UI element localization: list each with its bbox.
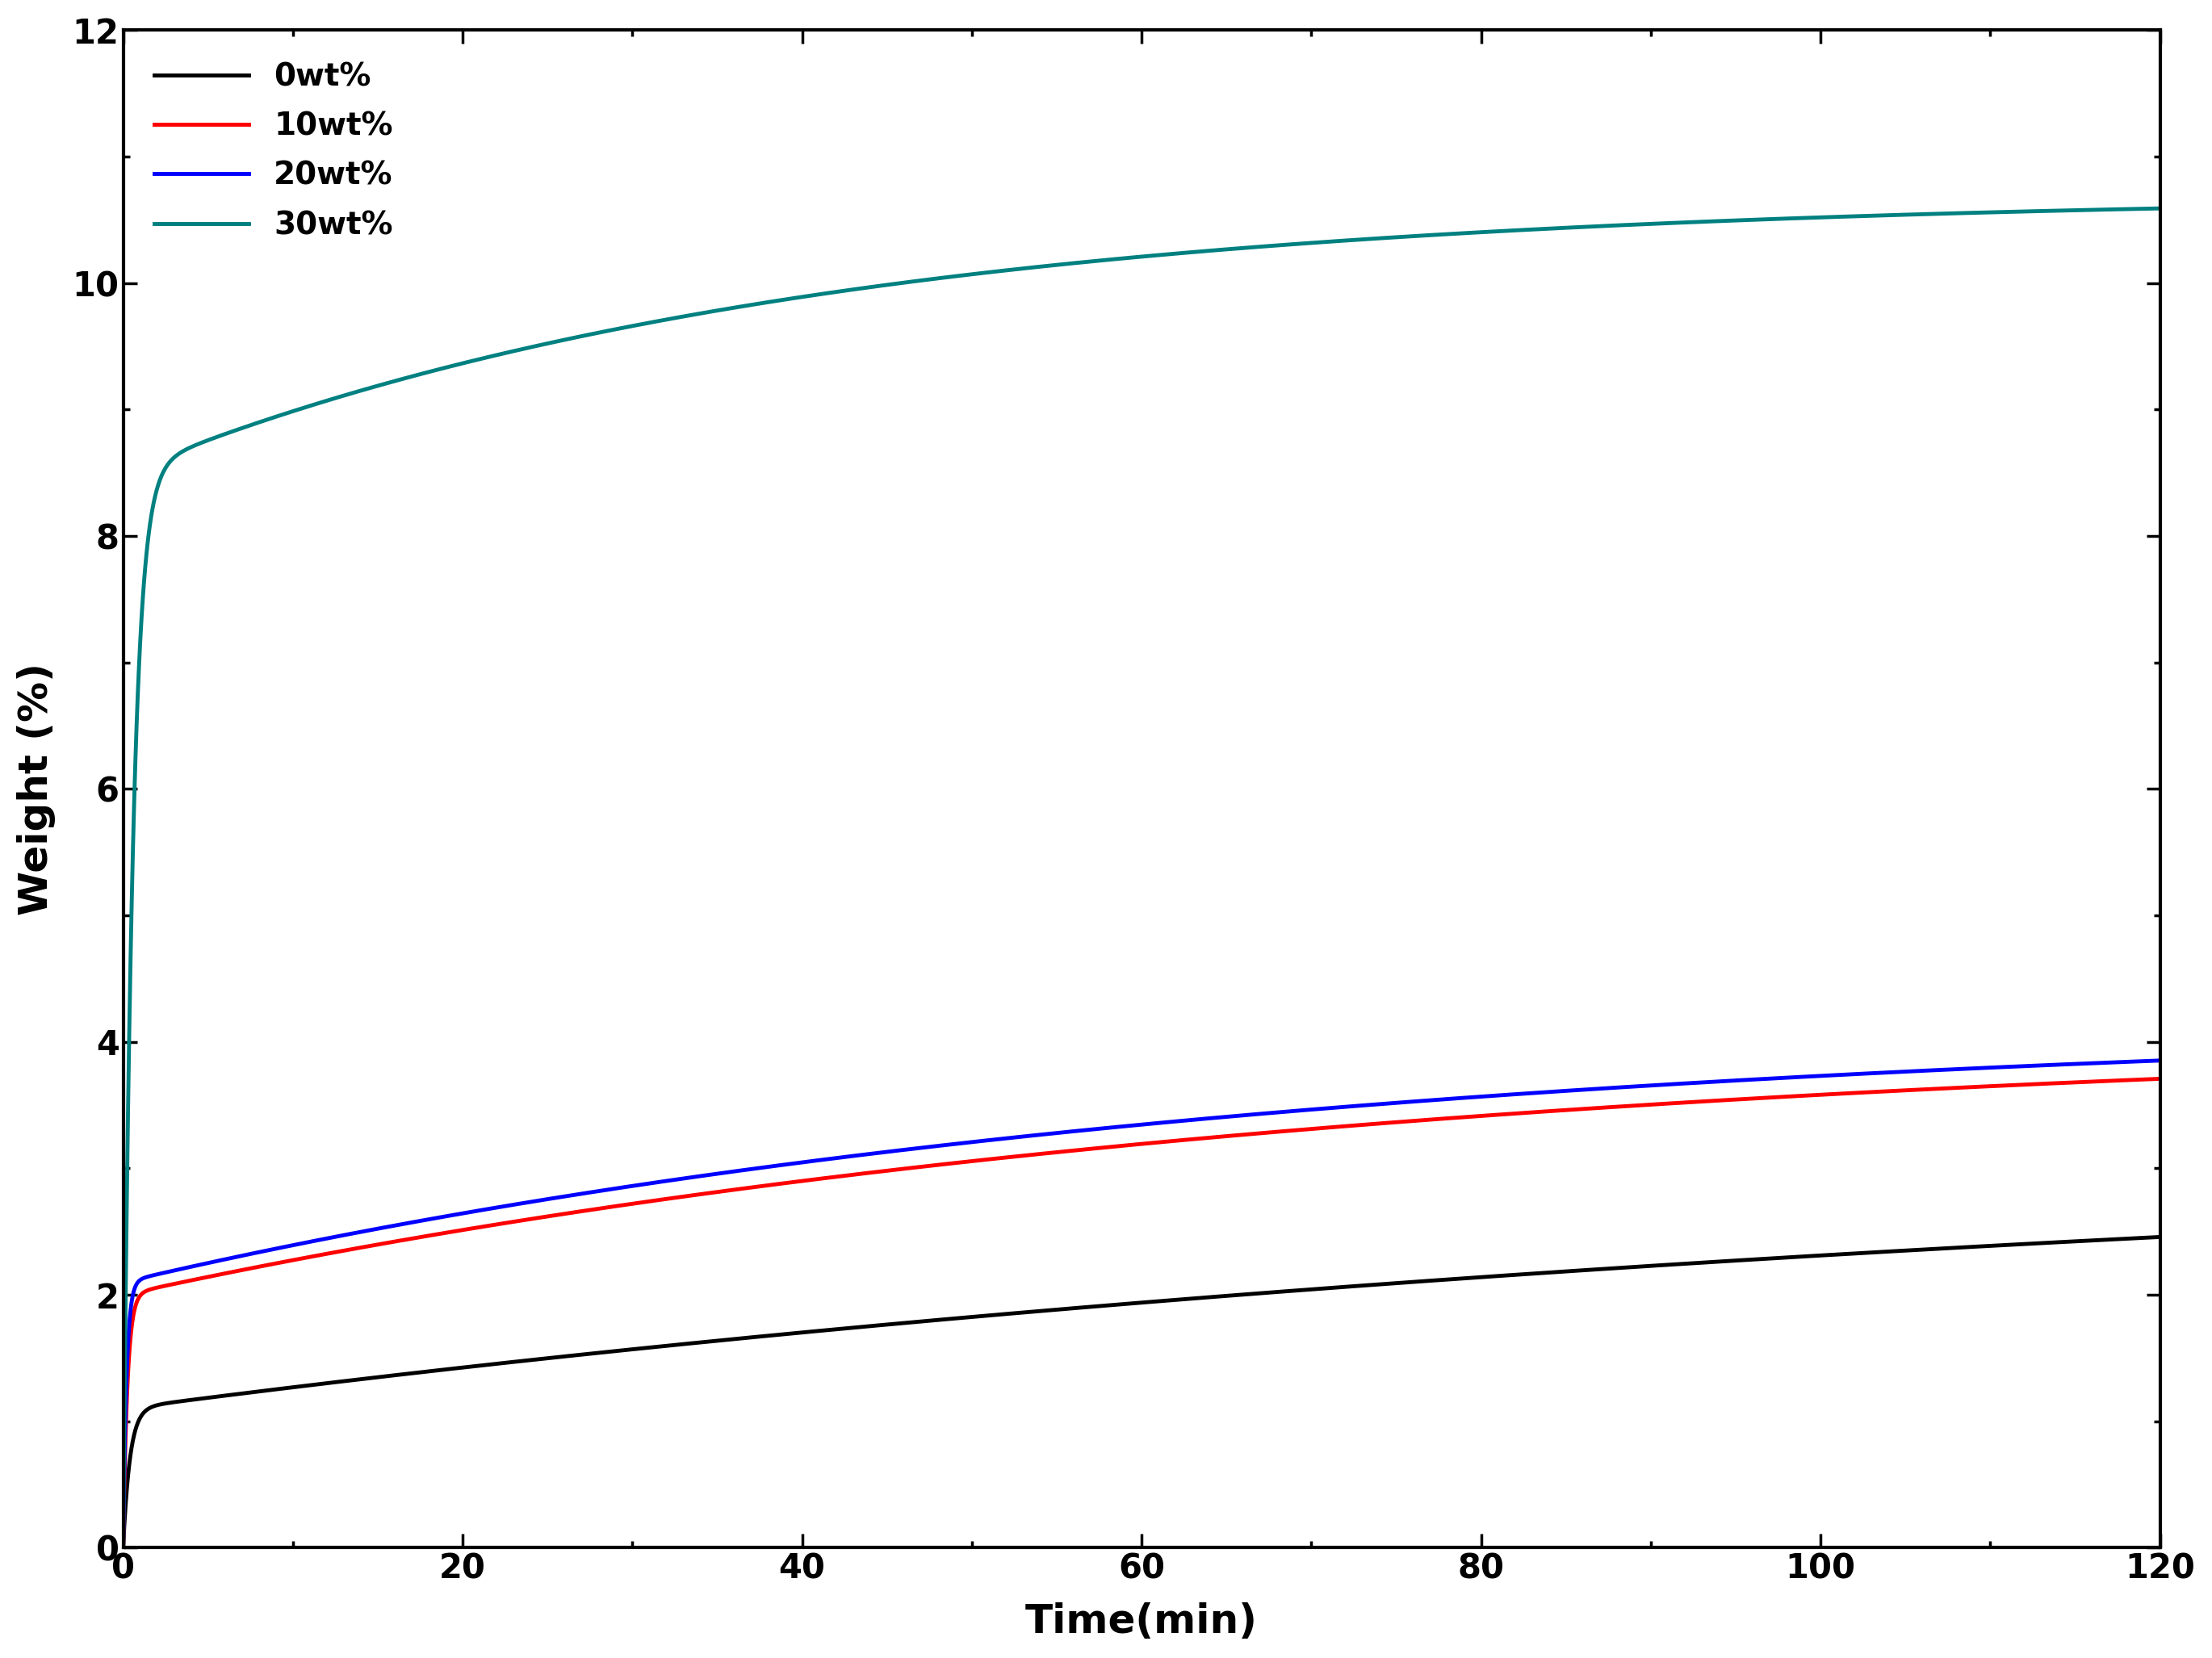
10wt% <box>1332 1116 1358 1136</box>
10wt% <box>111 1539 137 1559</box>
30wt% <box>1332 230 1358 250</box>
20wt% <box>1332 1098 1358 1117</box>
0wt% <box>1630 1257 1657 1277</box>
0wt% <box>1785 1247 1812 1267</box>
10wt% <box>2148 1069 2174 1089</box>
0wt% <box>1332 1277 1358 1297</box>
10wt% <box>1630 1096 1657 1116</box>
0wt% <box>1436 1270 1462 1290</box>
0wt% <box>111 1539 137 1559</box>
10wt% <box>889 1159 916 1179</box>
Line: 10wt%: 10wt% <box>124 1079 2161 1549</box>
Line: 0wt%: 0wt% <box>124 1237 2161 1549</box>
30wt% <box>1436 224 1462 244</box>
30wt% <box>1785 209 1812 229</box>
20wt% <box>1630 1076 1657 1096</box>
X-axis label: Time(min): Time(min) <box>1026 1602 1259 1641</box>
10wt% <box>480 1215 507 1235</box>
Line: 20wt%: 20wt% <box>124 1061 2161 1549</box>
0wt% <box>889 1313 916 1333</box>
0wt% <box>480 1355 507 1374</box>
20wt% <box>1436 1089 1462 1109</box>
20wt% <box>2148 1051 2174 1071</box>
30wt% <box>111 1539 137 1559</box>
20wt% <box>480 1199 507 1219</box>
Legend: 0wt%, 10wt%, 20wt%, 30wt%: 0wt%, 10wt%, 20wt%, 30wt% <box>139 46 409 257</box>
30wt% <box>480 347 507 366</box>
Line: 30wt%: 30wt% <box>124 209 2161 1549</box>
20wt% <box>1785 1068 1812 1088</box>
10wt% <box>1785 1086 1812 1106</box>
0wt% <box>2148 1227 2174 1247</box>
20wt% <box>111 1539 137 1559</box>
20wt% <box>889 1141 916 1161</box>
30wt% <box>1630 214 1657 234</box>
Y-axis label: Weight (%): Weight (%) <box>18 663 55 915</box>
30wt% <box>889 274 916 293</box>
30wt% <box>2148 199 2174 219</box>
10wt% <box>1436 1109 1462 1129</box>
